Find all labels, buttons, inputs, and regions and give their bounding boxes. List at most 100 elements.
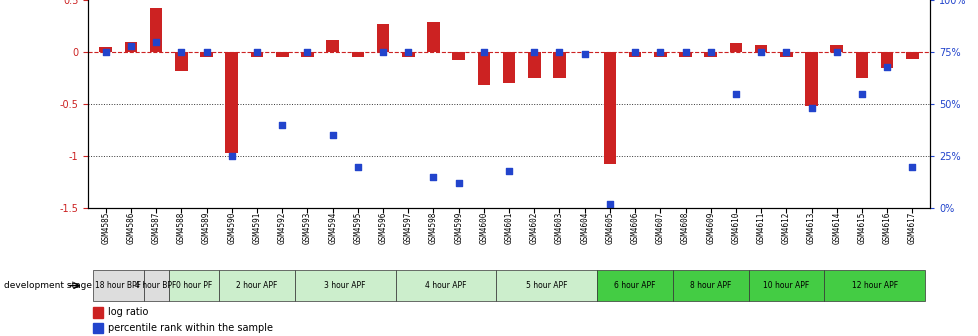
Point: [350, 164, 366, 169]
Bar: [93, 323, 103, 333]
Bar: [402, 52, 414, 57]
Bar: [175, 52, 188, 71]
Text: GSM4608: GSM4608: [681, 211, 689, 244]
FancyBboxPatch shape: [496, 270, 597, 301]
Text: GSM4585: GSM4585: [101, 211, 111, 244]
Text: GSM4600: GSM4600: [479, 211, 488, 244]
Bar: [503, 52, 514, 83]
Text: 3 hour APF: 3 hour APF: [324, 281, 366, 290]
Point: [752, 49, 768, 55]
Text: percentile rank within the sample: percentile rank within the sample: [108, 323, 273, 333]
Point: [299, 49, 315, 55]
Text: 4 hour APF: 4 hour APF: [424, 281, 467, 290]
Text: GSM4590: GSM4590: [227, 211, 236, 244]
Bar: [729, 43, 741, 52]
Text: GSM4617: GSM4617: [907, 211, 916, 244]
Text: GSM4596: GSM4596: [378, 211, 387, 244]
Point: [828, 49, 844, 55]
Text: GSM4607: GSM4607: [655, 211, 664, 244]
Bar: [553, 52, 565, 78]
Text: GSM4609: GSM4609: [705, 211, 715, 244]
Point: [601, 202, 617, 207]
Text: GSM4586: GSM4586: [126, 211, 135, 244]
Bar: [452, 52, 465, 60]
Text: GSM4613: GSM4613: [806, 211, 816, 244]
Point: [651, 49, 667, 55]
Bar: [880, 52, 893, 68]
FancyBboxPatch shape: [395, 270, 496, 301]
Bar: [124, 42, 137, 52]
Point: [728, 91, 743, 96]
Text: GSM4610: GSM4610: [731, 211, 739, 244]
FancyBboxPatch shape: [219, 270, 294, 301]
Point: [551, 49, 566, 55]
Text: 10 hour APF: 10 hour APF: [763, 281, 809, 290]
Bar: [754, 45, 767, 52]
Point: [123, 43, 139, 48]
Point: [702, 49, 718, 55]
Bar: [906, 52, 917, 59]
Point: [677, 49, 692, 55]
Point: [627, 49, 643, 55]
Bar: [225, 52, 238, 153]
Text: GSM4599: GSM4599: [454, 211, 463, 244]
Text: GSM4597: GSM4597: [403, 211, 413, 244]
Point: [425, 174, 441, 180]
Text: GSM4602: GSM4602: [529, 211, 538, 244]
Bar: [653, 52, 666, 57]
Bar: [805, 52, 817, 106]
Point: [451, 181, 467, 186]
Bar: [855, 52, 867, 78]
Text: GSM4595: GSM4595: [353, 211, 362, 244]
Point: [904, 164, 919, 169]
Text: GSM4587: GSM4587: [152, 211, 160, 244]
Text: GSM4601: GSM4601: [504, 211, 513, 244]
Point: [526, 49, 542, 55]
FancyBboxPatch shape: [168, 270, 219, 301]
Text: 0 hour PF: 0 hour PF: [176, 281, 212, 290]
Point: [400, 49, 416, 55]
Text: GSM4591: GSM4591: [252, 211, 261, 244]
Text: 2 hour APF: 2 hour APF: [236, 281, 278, 290]
Bar: [679, 52, 691, 57]
Text: GSM4589: GSM4589: [201, 211, 211, 244]
Bar: [704, 52, 716, 57]
Text: log ratio: log ratio: [108, 307, 148, 318]
Text: GSM4594: GSM4594: [328, 211, 336, 244]
Text: 12 hour APF: 12 hour APF: [851, 281, 897, 290]
Text: GSM4603: GSM4603: [555, 211, 563, 244]
Point: [149, 39, 164, 44]
Text: 6 hour APF: 6 hour APF: [614, 281, 655, 290]
FancyBboxPatch shape: [144, 270, 168, 301]
Point: [325, 133, 340, 138]
FancyBboxPatch shape: [294, 270, 395, 301]
Bar: [351, 52, 364, 57]
Point: [475, 49, 491, 55]
Bar: [250, 52, 263, 57]
Bar: [93, 307, 103, 318]
Text: GSM4606: GSM4606: [630, 211, 639, 244]
Text: GSM4588: GSM4588: [177, 211, 186, 244]
Text: GSM4614: GSM4614: [831, 211, 840, 244]
Point: [501, 168, 516, 173]
Bar: [779, 52, 792, 57]
Point: [576, 51, 592, 57]
Point: [853, 91, 868, 96]
Bar: [200, 52, 212, 57]
Text: GSM4612: GSM4612: [781, 211, 790, 244]
Text: GSM4593: GSM4593: [302, 211, 312, 244]
FancyBboxPatch shape: [597, 270, 672, 301]
Point: [98, 49, 113, 55]
Point: [803, 106, 819, 111]
FancyBboxPatch shape: [748, 270, 823, 301]
Text: GSM4598: GSM4598: [428, 211, 437, 244]
Bar: [477, 52, 490, 85]
Text: GSM4592: GSM4592: [278, 211, 287, 244]
Bar: [326, 40, 338, 52]
Bar: [829, 45, 842, 52]
Text: development stage: development stage: [4, 281, 92, 290]
Point: [274, 122, 289, 128]
Text: GSM4605: GSM4605: [604, 211, 614, 244]
Text: GSM4604: GSM4604: [580, 211, 589, 244]
FancyBboxPatch shape: [93, 270, 144, 301]
